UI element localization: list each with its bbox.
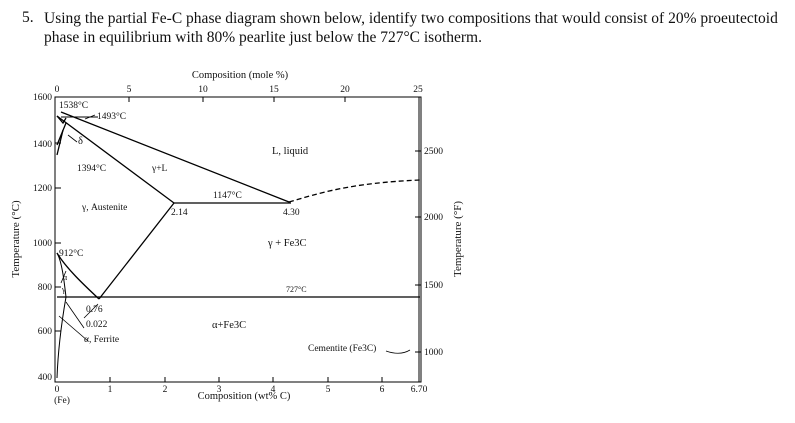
plot-frame [54, 96, 422, 383]
label-214: 2.14 [171, 208, 188, 218]
label-ferrite: α, Ferrite [84, 335, 119, 345]
label-delta: δ [78, 136, 83, 147]
right-tick-label: 1000 [424, 348, 443, 358]
label-gamma-small: γ [61, 285, 66, 294]
bottom-tick-label: 6.70 [411, 385, 428, 395]
right-tick-label: 2500 [424, 147, 443, 157]
phase-boundaries [56, 97, 421, 382]
question-number: 5. [22, 9, 34, 26]
right-axis-title: Temperature (°F) [452, 201, 464, 277]
leader-alpha [60, 270, 67, 284]
liquidus-left [56, 115, 175, 204]
label-1147: 1147°C [213, 190, 242, 201]
top-tick-label: 10 [198, 85, 208, 95]
leader-cementite [385, 349, 411, 354]
label-alpha-fe3c: α+Fe3C [212, 320, 246, 331]
leader-delta [67, 134, 78, 143]
a3-line [56, 252, 100, 300]
label-076: 0.76 [86, 305, 103, 315]
label-gamma-fe3c: γ + Fe3C [267, 238, 307, 249]
left-tick-label: 600 [38, 327, 53, 337]
bottom-tick-label: 1 [108, 385, 113, 395]
label-liquid: L, liquid [272, 146, 309, 157]
left-axis-title: Temperature (°C) [10, 200, 22, 278]
bottom-axis-title: Composition (wt% C) [198, 391, 291, 402]
question-text: Using the partial Fe-C phase diagram sho… [44, 10, 778, 46]
left-tick-label: 1400 [33, 140, 52, 150]
right-tick-label: 2000 [424, 213, 443, 223]
bottom-ticks: 0 1 2 3 4 5 6 6.70 [55, 377, 428, 395]
bottom-tick-label: 2 [163, 385, 168, 395]
left-tick-label: 1200 [33, 184, 52, 194]
top-tick-label: 15 [269, 85, 279, 95]
liquidus-gamma [60, 111, 290, 203]
label-1394: 1394°C [77, 163, 106, 174]
left-tick-label: 1600 [33, 93, 52, 103]
top-axis-title: Composition (mole %) [192, 70, 289, 81]
acm-line [98, 202, 175, 300]
label-912: 912°C [59, 248, 83, 259]
top-ticks: 0 5 10 15 20 25 [55, 85, 423, 102]
right-tick-label: 1500 [424, 281, 443, 291]
label-0022: 0.022 [86, 320, 108, 330]
label-cementite: Cementite (Fe3C) [308, 343, 376, 354]
delta-gamma-2 [56, 129, 64, 156]
leader-076 [83, 303, 99, 319]
fe-label: (Fe) [54, 395, 70, 406]
leader-lines [58, 114, 411, 354]
bottom-tick-label: 4 [271, 385, 276, 395]
label-727: 727°C [286, 285, 307, 294]
left-tick-label: 1000 [33, 239, 52, 249]
label-1493: 1493°C [97, 111, 126, 122]
delta-boundary [56, 115, 67, 125]
label-gamma-l: γ+L [151, 164, 168, 174]
leader-0022 [65, 301, 85, 329]
bottom-tick-label: 0 [55, 385, 60, 395]
liquidus-cementite [288, 179, 421, 203]
left-tick-label: 400 [38, 373, 53, 383]
alpha-solvus [56, 296, 67, 379]
bottom-tick-label: 5 [326, 385, 331, 395]
top-tick-label: 5 [127, 85, 132, 95]
top-tick-label: 0 [55, 85, 60, 95]
leader-1493 [84, 114, 96, 120]
leader-ferrite [58, 315, 89, 342]
top-tick-label: 20 [340, 85, 350, 95]
bottom-tick-label: 6 [380, 385, 385, 395]
top-tick-label: 25 [413, 85, 423, 95]
label-430: 4.30 [283, 208, 300, 218]
label-austenite: γ, Austenite [81, 203, 127, 213]
left-tick-label: 800 [38, 283, 53, 293]
left-ticks: 1600 1400 1200 1000 800 600 400 [33, 93, 61, 383]
bottom-tick-label: 3 [217, 385, 222, 395]
alpha-gamma-boundary [56, 252, 67, 298]
right-ticks: 2500 2000 1500 1000 [415, 147, 443, 358]
label-alpha-small: α [63, 273, 68, 282]
label-1538: 1538°C [59, 100, 88, 111]
